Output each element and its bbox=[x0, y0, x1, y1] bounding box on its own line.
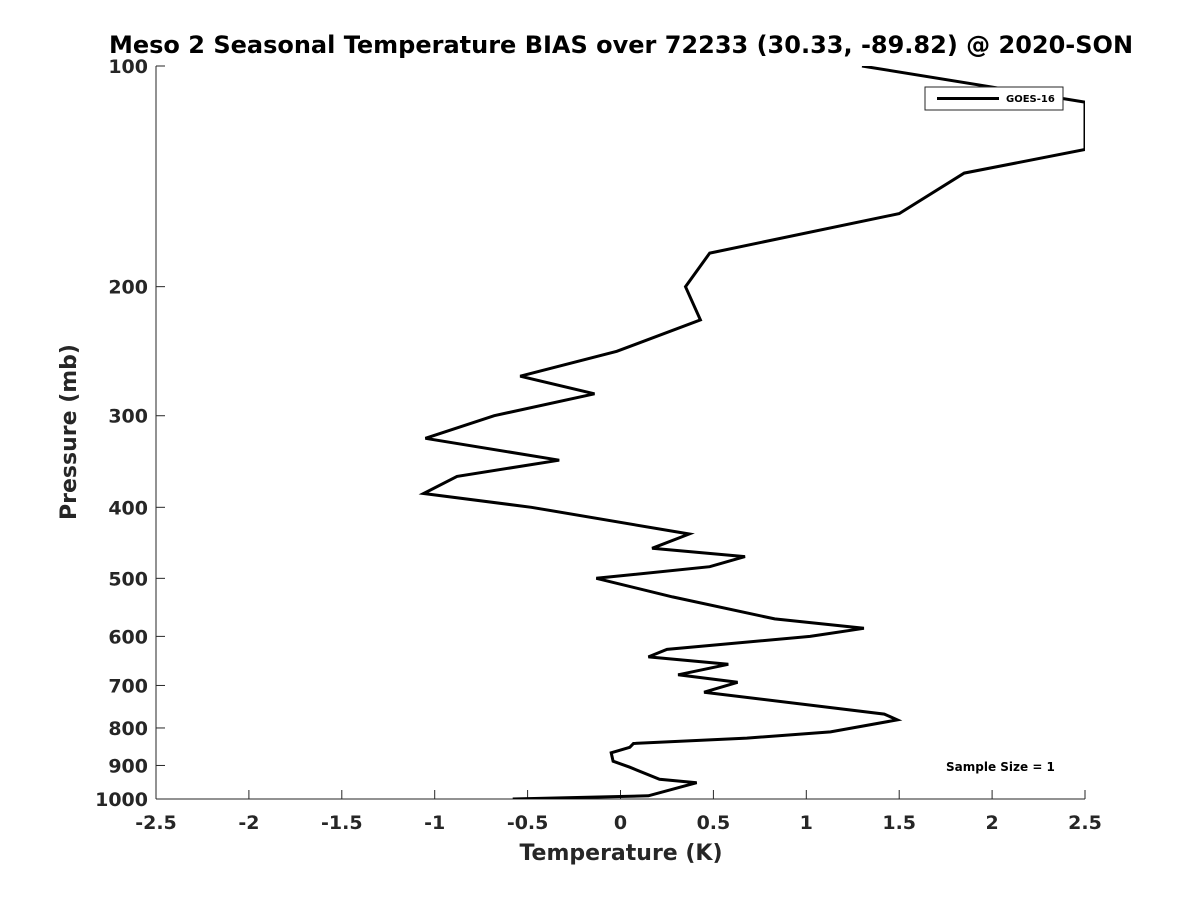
x-tick-label: -0.5 bbox=[507, 812, 549, 834]
x-tick-label: -1.5 bbox=[321, 812, 363, 834]
x-tick-label: 0 bbox=[614, 812, 627, 834]
x-tick-label: 2.5 bbox=[1068, 812, 1102, 834]
y-tick-label: 700 bbox=[108, 675, 148, 697]
legend[interactable]: GOES-16 bbox=[924, 86, 1064, 111]
x-tick-label: 2 bbox=[985, 812, 998, 834]
x-tick-label: 1.5 bbox=[882, 812, 916, 834]
y-tick-label: 400 bbox=[108, 497, 148, 519]
x-ticks: -2.5 -2 -1.5 -1 -0.5 0 0.5 1 1.5 2 2.5 bbox=[135, 790, 1102, 834]
sample-size-annotation: Sample Size = 1 bbox=[946, 760, 1055, 774]
y-tick-label: 300 bbox=[108, 406, 148, 428]
y-axis-label: Pressure (mb) bbox=[57, 344, 82, 520]
y-tick-label: 500 bbox=[108, 568, 148, 590]
series-line-goes-16 bbox=[418, 66, 1085, 799]
chart-title: Meso 2 Seasonal Temperature BIAS over 72… bbox=[109, 31, 1133, 59]
y-tick-label: 200 bbox=[108, 277, 148, 299]
y-tick-label: 1000 bbox=[95, 789, 148, 811]
x-tick-label: 1 bbox=[800, 812, 813, 834]
plot-axes bbox=[155, 66, 1085, 800]
y-tick-label: 100 bbox=[108, 56, 148, 78]
y-tick-label: 800 bbox=[108, 718, 148, 740]
x-tick-label: -2.5 bbox=[135, 812, 177, 834]
y-tick-label: 900 bbox=[108, 755, 148, 777]
series-group bbox=[418, 66, 1085, 799]
x-tick-label: -1 bbox=[424, 812, 445, 834]
x-axis-label: Temperature (K) bbox=[519, 841, 722, 866]
legend-label-goes-16: GOES-16 bbox=[1006, 94, 1055, 105]
y-ticks: 100 200 300 400 500 600 700 800 900 1000 bbox=[95, 56, 165, 811]
x-tick-label: -2 bbox=[238, 812, 259, 834]
y-tick-label: 600 bbox=[108, 626, 148, 648]
x-tick-label: 0.5 bbox=[697, 812, 731, 834]
